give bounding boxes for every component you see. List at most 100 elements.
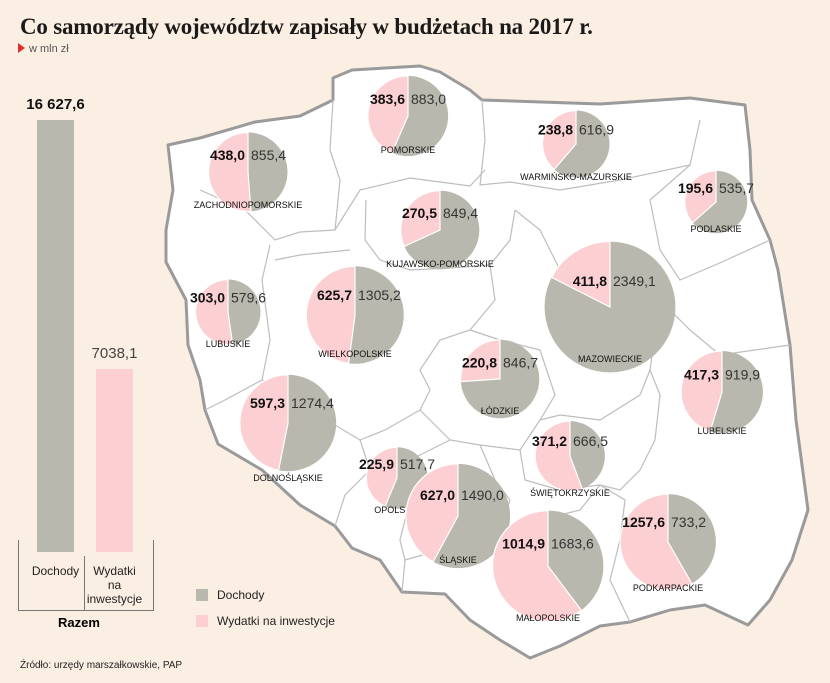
wydatki-value-label: 1014,9 bbox=[502, 536, 545, 552]
wydatki-value-label: 438,0 bbox=[210, 147, 245, 163]
border-line bbox=[329, 99, 486, 231]
dochody-value-label: 855,4 bbox=[251, 147, 286, 163]
pie-10: 597,3 1274,4 DOLNOŚLĄSKIE bbox=[239, 374, 337, 483]
wydatki-value-label: 411,8 bbox=[573, 273, 607, 289]
region-name-label: WIELKOPOLSKIE bbox=[318, 349, 392, 359]
region-name-label: OPOLSKIE bbox=[374, 505, 420, 515]
wydatki-value-label: 225,9 bbox=[359, 456, 394, 472]
pie-wydatki bbox=[684, 170, 717, 224]
pie-5: 303,0 579,6 LUBUSKIE bbox=[190, 278, 266, 349]
border-line bbox=[539, 369, 651, 421]
wydatki-value-label: 303,0 bbox=[190, 290, 225, 306]
triangle-marker-icon bbox=[18, 43, 25, 53]
wydatki-value-label: 1257,6 bbox=[622, 514, 665, 530]
bar-category-label: Wydatki na inwestycje bbox=[86, 564, 143, 606]
pie-7: 411,8 2349,1 MAZOWIECKIE bbox=[544, 240, 676, 373]
pie-wydatki bbox=[492, 510, 583, 622]
unit-subtitle: w mln zł bbox=[18, 43, 69, 55]
dochody-value-label: 1305,2 bbox=[358, 287, 401, 303]
pie-2: 238,8 616,9 WARMIŃSKO-MAZURSKIE bbox=[520, 109, 632, 182]
bar-value-label: 16 627,6 bbox=[26, 96, 85, 113]
legend-item-wydatki: Wydatki na inwestycje bbox=[196, 614, 335, 628]
region-name-label: KUJAWSKO-POMORSKIE bbox=[386, 259, 494, 269]
border-line bbox=[479, 99, 701, 191]
wydatki-value-label: 220,8 bbox=[462, 354, 497, 370]
pie-13: 627,0 1490,0 ŚLĄSKIE bbox=[405, 463, 511, 569]
chart-title: Co samorządy województw zapisały w budże… bbox=[20, 14, 593, 39]
wydatki-value-label: 597,3 bbox=[250, 395, 285, 411]
source-note: Źródło: urzędy marszałkowskie, PAP bbox=[20, 660, 183, 671]
dochody-value-label: 579,6 bbox=[231, 290, 266, 306]
legend-label: Wydatki na inwestycje bbox=[217, 614, 335, 628]
wydatki-value-label: 417,3 bbox=[684, 367, 719, 383]
dochody-value-label: 883,0 bbox=[411, 91, 446, 107]
wydatki-value-label: 195,6 bbox=[678, 180, 713, 196]
dochody-value-label: 733,2 bbox=[671, 514, 706, 530]
pie-15: 1257,6 733,2 PODKARPACKIE bbox=[619, 493, 716, 593]
pie-wydatki bbox=[460, 339, 501, 383]
region-name-label: LUBELSKIE bbox=[697, 426, 746, 436]
pie-0: 383,6 883,0 POMORSKIE bbox=[367, 75, 449, 157]
group-separator bbox=[84, 556, 85, 610]
dochody-value-label: 846,7 bbox=[503, 354, 538, 370]
dochody-value-label: 849,4 bbox=[443, 205, 478, 221]
pie-wydatki bbox=[680, 350, 723, 432]
region-name-label: ZACHODNIOPOMORSKIE bbox=[194, 200, 303, 210]
region-name-label: MAŁOPOLSKIE bbox=[516, 613, 580, 623]
dochody-value-label: 1683,6 bbox=[551, 536, 594, 552]
border-line bbox=[649, 164, 771, 281]
pie-8: 220,8 846,7 ŁÓDZKIE bbox=[460, 339, 540, 419]
pie-9: 417,3 919,9 LUBELSKIE bbox=[680, 350, 763, 436]
legend-item-dochody: Dochody bbox=[196, 588, 264, 602]
pie-12: 371,2 666,5 ŚWIĘTOKRZYSKIE bbox=[530, 420, 610, 498]
pie-wydatki bbox=[534, 420, 583, 492]
bar-value-label: 7038,1 bbox=[91, 345, 138, 363]
bar-wydatki bbox=[96, 369, 133, 552]
border-line bbox=[334, 439, 371, 527]
border-line bbox=[204, 244, 271, 411]
region-name-label: LUBUSKIE bbox=[206, 339, 251, 349]
region-name-label: ŚLĄSKIE bbox=[439, 554, 477, 565]
pie-1: 438,0 855,4 ZACHODNIOPOMORSKIE bbox=[194, 131, 303, 213]
pie-wydatki bbox=[239, 374, 289, 471]
group-label: Razem bbox=[58, 615, 100, 630]
region-name-label: PODKARPACKIE bbox=[633, 583, 703, 593]
region-pies: 383,6 883,0 POMORSKIE 438,0 855,4 ZACHODNIOPO… bbox=[190, 75, 763, 623]
region-name-label: WARMIŃSKO-MAZURSKIE bbox=[520, 172, 632, 182]
pie-wydatki bbox=[400, 190, 441, 248]
dochody-value-label: 616,9 bbox=[579, 121, 614, 137]
dochody-value-label: 535,7 bbox=[719, 180, 754, 196]
legend-label: Dochody bbox=[217, 588, 265, 602]
region-name-label: MAZOWIECKIE bbox=[578, 354, 642, 364]
dochody-value-label: 1490,0 bbox=[461, 487, 504, 503]
pie-wydatki bbox=[550, 240, 611, 308]
border-line bbox=[599, 299, 661, 491]
unit-label: w mln zł bbox=[29, 43, 69, 55]
pie-wydatki bbox=[365, 446, 398, 508]
wydatki-value-label: 383,6 bbox=[370, 91, 405, 107]
pie-wydatki bbox=[194, 278, 234, 346]
pie-wydatki bbox=[367, 75, 409, 154]
dochody-value-label: 919,9 bbox=[725, 367, 760, 383]
region-name-label: ŁÓDZKIE bbox=[481, 406, 520, 416]
region-name-label: ŚWIĘTOKRZYSKIE bbox=[530, 487, 610, 498]
region-name-label: DOLNOŚLĄSKIE bbox=[253, 472, 323, 483]
border-line bbox=[274, 249, 351, 261]
pie-wydatki bbox=[305, 265, 356, 365]
dochody-value-label: 517,7 bbox=[400, 456, 435, 472]
region-name-label: POMORSKIE bbox=[381, 145, 436, 155]
pie-14: 1014,9 1683,6 MAŁOPOLSKIE bbox=[492, 510, 604, 623]
pie-wydatki bbox=[619, 493, 693, 591]
dochody-value-label: 666,5 bbox=[573, 433, 608, 449]
legend-swatch bbox=[196, 615, 208, 627]
pie-3: 195,6 535,7 PODLASKIE bbox=[678, 170, 754, 234]
bar-category-label: Dochody bbox=[31, 564, 80, 578]
bar-dochody bbox=[37, 120, 74, 552]
pie-wydatki bbox=[405, 463, 459, 563]
pie-4: 270,5 849,4 KUJAWSKO-POMORSKIE bbox=[386, 190, 494, 270]
group-bracket bbox=[18, 540, 154, 611]
pie-6: 625,7 1305,2 WIELKOPOLSKIE bbox=[305, 265, 404, 365]
wydatki-value-label: 625,7 bbox=[317, 287, 352, 303]
